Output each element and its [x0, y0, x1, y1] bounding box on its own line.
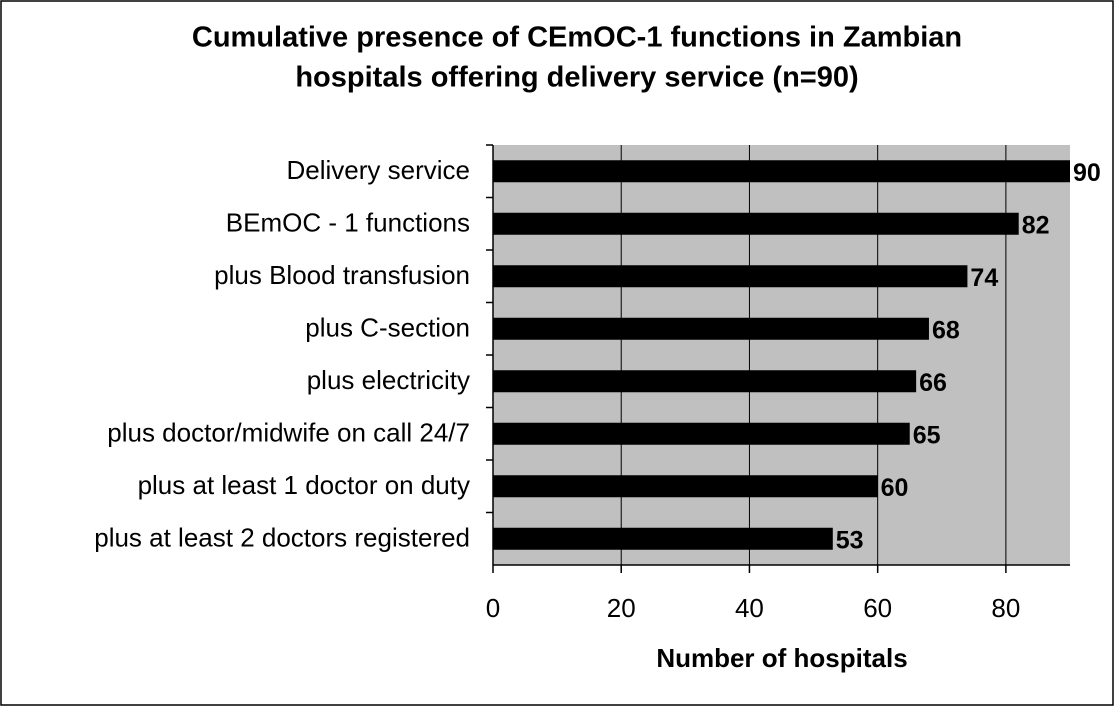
y-tick-label: Delivery service	[287, 155, 471, 185]
y-tick-label: BEmOC - 1 functions	[226, 208, 470, 238]
bar	[493, 212, 1019, 235]
value-label: 68	[932, 316, 960, 344]
y-tick-label: plus at least 1 doctor on duty	[138, 470, 470, 500]
value-label: 65	[913, 421, 941, 449]
bar	[493, 475, 878, 498]
x-tick-label: 80	[991, 593, 1020, 623]
bar	[493, 160, 1070, 183]
value-label: 53	[836, 526, 864, 554]
x-tick-label: 40	[735, 593, 764, 623]
bar	[493, 317, 929, 340]
chart-title: Cumulative presence of CEmOC-1 functions…	[192, 22, 962, 54]
x-tick-label: 60	[863, 593, 892, 623]
value-label: 66	[919, 369, 947, 397]
bar	[493, 527, 833, 550]
y-tick-label: plus doctor/midwife on call 24/7	[107, 418, 470, 448]
x-tick-label: 20	[607, 593, 636, 623]
x-axis-label: Number of hospitals	[656, 643, 907, 673]
x-tick-label: 0	[486, 593, 500, 623]
plot-area	[493, 145, 1070, 565]
y-tick-label: plus at least 2 doctors registered	[94, 523, 470, 553]
y-tick-label: plus C-section	[305, 313, 470, 343]
value-label: 90	[1073, 159, 1101, 187]
bar	[493, 370, 917, 393]
value-label: 82	[1022, 211, 1050, 239]
y-tick-label: plus electricity	[307, 365, 470, 395]
value-label: 74	[970, 264, 998, 292]
chart-title: hospitals offering delivery service (n=9…	[295, 62, 858, 94]
y-tick-label: plus Blood transfusion	[214, 260, 470, 290]
bar	[493, 422, 910, 445]
value-label: 60	[881, 474, 909, 502]
bar	[493, 265, 968, 288]
